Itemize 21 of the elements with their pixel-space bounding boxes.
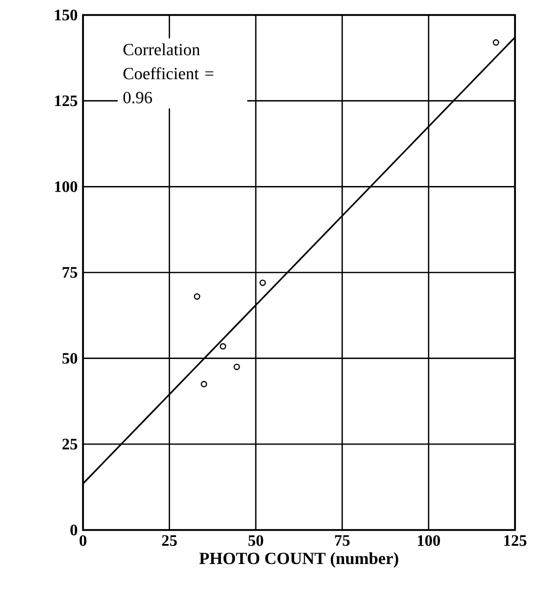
annotation: Correlation Coefficient = 0.96 bbox=[123, 43, 214, 104]
y-tick-label: 0 bbox=[70, 524, 78, 536]
y-tick-label: 125 bbox=[55, 95, 78, 106]
point bbox=[492, 39, 500, 46]
x-tick-label: 50 bbox=[248, 535, 264, 546]
point bbox=[260, 280, 266, 286]
x-tick-label: 75 bbox=[335, 535, 350, 546]
x-tick-label: 0 bbox=[80, 535, 86, 546]
point bbox=[194, 293, 200, 300]
point bbox=[220, 343, 226, 350]
x-tick-label: 100 bbox=[418, 535, 440, 546]
x-axis-title: PHOTO COUNT (number) bbox=[199, 552, 398, 568]
y-tick-label: 100 bbox=[55, 181, 78, 192]
y-tick-label: 150 bbox=[55, 10, 78, 20]
point bbox=[234, 364, 240, 370]
x-tick-label: 125 bbox=[504, 535, 526, 546]
y-tick-label: 25 bbox=[62, 438, 78, 450]
x-tick-label: 25 bbox=[162, 535, 177, 546]
y-tick-label: 50 bbox=[62, 352, 78, 364]
point bbox=[200, 380, 208, 388]
y-tick-label: 75 bbox=[62, 267, 78, 278]
